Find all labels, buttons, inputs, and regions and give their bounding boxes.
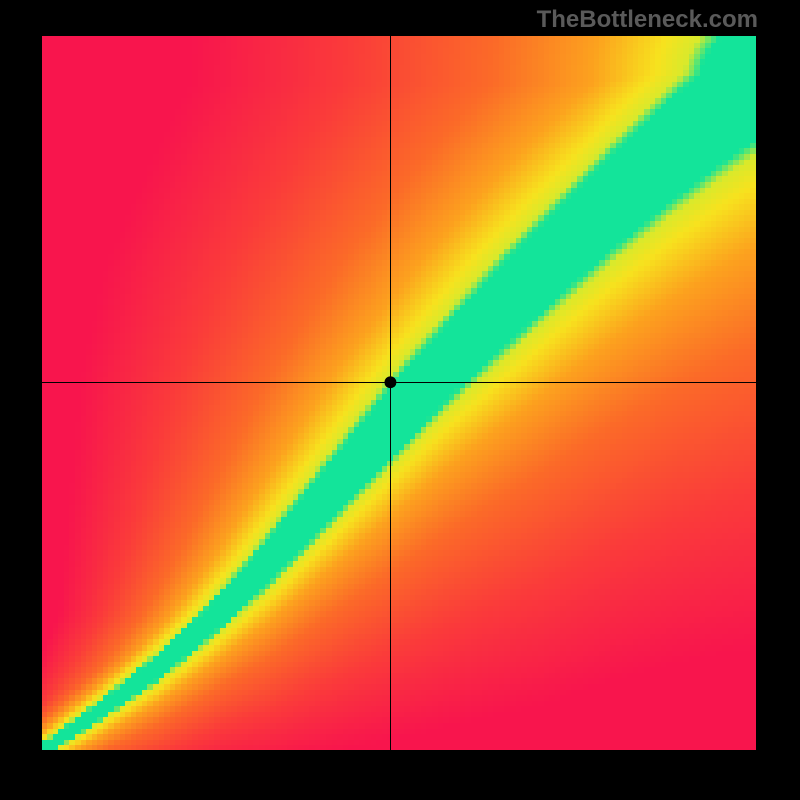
- watermark-text: TheBottleneck.com: [537, 6, 758, 34]
- heatmap-canvas: [42, 36, 756, 750]
- heatmap-plot: [42, 36, 756, 750]
